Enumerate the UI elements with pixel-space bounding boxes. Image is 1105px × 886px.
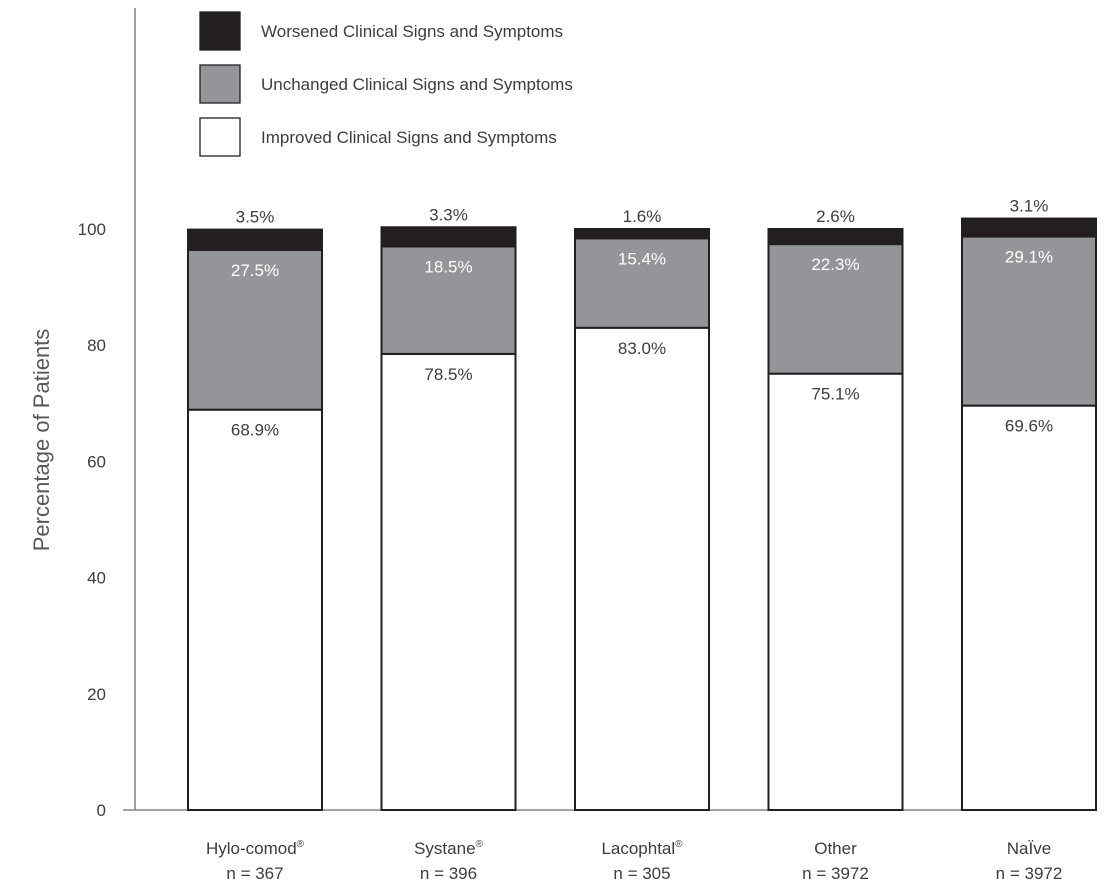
bar-segment [574,326,710,811]
x-axis-labels: Hylo-comod® n = 367 Systane® n = 396 Lacopht… [206,839,1062,883]
data-label: 83.0% [618,339,666,358]
data-label: 69.6% [1005,417,1053,436]
x-tick-label: Lacophtal® [601,839,683,858]
bar-segment [187,248,323,411]
bar-segment [187,228,323,251]
y-tick-label: 20 [87,685,106,704]
bar-segment [380,245,517,355]
data-label: 15.4% [618,249,666,268]
bar-segment [961,217,1097,238]
legend-label: Worsened Clinical Signs and Symptoms [261,22,563,41]
legend-swatch [199,64,241,104]
data-label: 78.5% [424,365,472,384]
bar-segment [574,237,710,329]
data-label: 2.6% [816,207,855,226]
data-label: 3.3% [429,205,468,224]
y-axis-title: Percentage of Patients [29,329,54,552]
y-tick-label: 60 [87,452,106,471]
legend-label: Unchanged Clinical Signs and Symptoms [261,75,573,94]
legend-swatch [199,117,241,157]
data-label: 68.9% [231,421,279,440]
bar-segment [767,228,904,246]
data-label: 22.3% [811,255,859,274]
x-tick-sample-size: n = 367 [226,864,283,883]
bar-segment [961,404,1097,811]
bar-segment [961,235,1097,407]
data-label: 1.6% [623,207,662,226]
data-label: 3.5% [236,208,275,227]
x-tick-sample-size: n = 3972 [802,864,869,883]
bar-segment [767,243,904,375]
y-tick-label: 80 [87,336,106,355]
legend-swatch [199,11,241,51]
y-tick-label: 0 [97,801,106,820]
x-tick-sample-size: n = 396 [420,864,477,883]
x-tick-label: Hylo-comod® [206,839,305,858]
x-tick-label: Systane® [414,839,483,858]
data-label: 18.5% [424,257,472,276]
x-tick-label: NaÏve [1007,839,1051,858]
y-tick-label: 100 [78,220,106,239]
x-tick-sample-size: n = 3972 [996,864,1063,883]
bar-segment [767,372,904,811]
bar-segment [574,228,710,240]
x-tick-sample-size: n = 305 [613,864,670,883]
data-label: 75.1% [811,385,859,404]
x-tick-label: Other [814,839,857,858]
bar-segment [187,408,323,811]
legend-label: Improved Clinical Signs and Symptoms [261,128,557,147]
y-tick-label: 40 [87,569,106,588]
data-label: 27.5% [231,261,279,280]
bar-segment [380,226,517,248]
data-label: 3.1% [1010,197,1049,216]
bars: 68.9% 27.5% 3.5% 78.5% 18.5% 3.3% 83.0% 15.4% 1.… [187,197,1097,811]
data-label: 29.1% [1005,248,1053,267]
bar-segment [380,352,517,811]
legend: Worsened Clinical Signs and Symptoms Unch… [199,11,573,157]
